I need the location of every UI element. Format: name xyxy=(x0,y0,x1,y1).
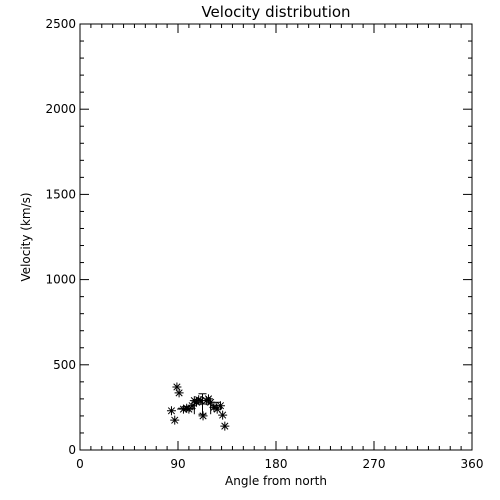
y-tick-label: 0 xyxy=(68,443,76,457)
x-axis-title: Angle from north xyxy=(225,474,327,488)
x-tick-label: 180 xyxy=(265,457,288,471)
data-points xyxy=(166,382,230,431)
tick-marks xyxy=(79,23,473,451)
chart-title: Velocity distribution xyxy=(201,3,350,21)
data-point-star xyxy=(206,397,216,407)
data-point-star xyxy=(178,404,188,414)
data-point-star xyxy=(212,404,222,414)
y-tick-label: 1000 xyxy=(45,273,76,287)
data-point-star xyxy=(209,402,219,412)
x-tick-label: 360 xyxy=(461,457,484,471)
data-point-star xyxy=(220,421,230,431)
data-point-star xyxy=(218,410,228,420)
data-point-star xyxy=(170,415,180,425)
data-point-star xyxy=(182,403,192,413)
data-point-star xyxy=(166,406,176,416)
data-point-star xyxy=(215,401,225,411)
x-tick-label: 270 xyxy=(363,457,386,471)
x-tick-label: 0 xyxy=(76,457,84,471)
y-tick-label: 2500 xyxy=(45,17,76,31)
y-tick-label: 1500 xyxy=(45,187,76,201)
data-point-star xyxy=(194,395,204,405)
data-point-star xyxy=(198,411,208,421)
data-point-star xyxy=(187,401,197,411)
y-axis-title: Velocity (km/s) xyxy=(19,192,33,281)
data-point-star xyxy=(203,394,213,404)
data-point-star xyxy=(172,382,182,392)
x-tick-label: 90 xyxy=(170,457,185,471)
plot-frame xyxy=(79,23,473,451)
y-tick-label: 2000 xyxy=(45,102,76,116)
data-point-star xyxy=(184,404,194,414)
y-tick-label: 500 xyxy=(53,358,76,372)
data-point-star xyxy=(196,396,206,406)
tick-labels: 0 90 180 270 360 0 500 1000 1500 2000 2500 xyxy=(45,17,483,471)
data-point-star xyxy=(174,388,184,398)
